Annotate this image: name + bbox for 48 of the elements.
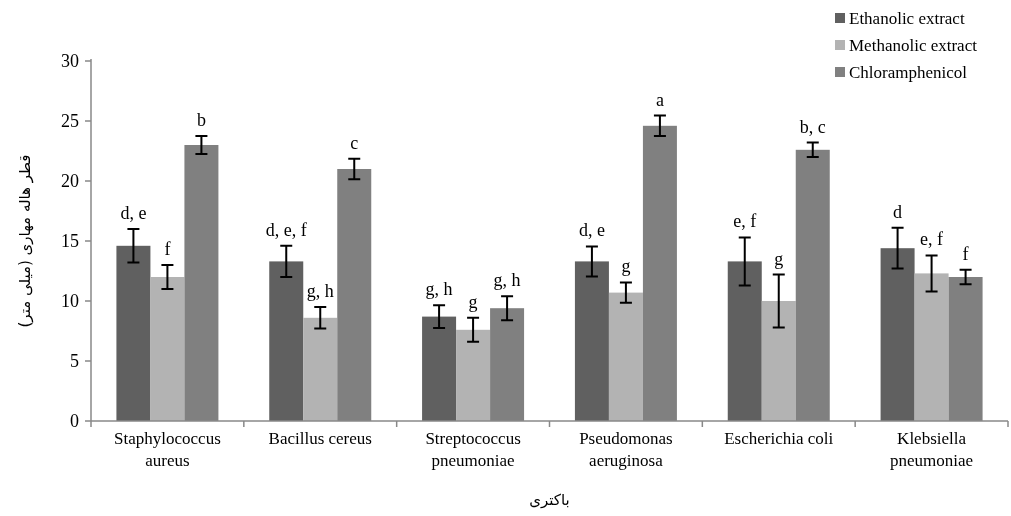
data-label: d, e, f bbox=[265, 219, 307, 240]
bar bbox=[150, 277, 185, 421]
data-label: b, c bbox=[799, 116, 826, 137]
legend-label: Chloramphenicol bbox=[849, 63, 968, 82]
bar bbox=[269, 261, 304, 421]
data-label: b bbox=[196, 110, 206, 130]
bar bbox=[880, 248, 915, 421]
data-label: d, e bbox=[578, 220, 605, 241]
y-tick-label: 30 bbox=[61, 51, 79, 71]
data-label: g, h bbox=[425, 279, 453, 300]
y-tick-label: 5 bbox=[70, 351, 79, 371]
x-axis-title: باکتری bbox=[529, 491, 570, 509]
data-label: e, f bbox=[920, 229, 944, 250]
data-label: g bbox=[468, 291, 478, 312]
legend-label: Methanolic extract bbox=[849, 36, 978, 55]
y-tick-label: 15 bbox=[61, 231, 79, 251]
x-tick-label: Escherichia coli bbox=[724, 429, 834, 448]
x-tick-label: Klebsiella pneumoniae bbox=[890, 429, 974, 470]
data-label: g bbox=[774, 248, 784, 269]
x-tick-label: Streptococcus pneumoniae bbox=[425, 429, 521, 470]
bar bbox=[116, 245, 151, 421]
y-tick-label: 10 bbox=[61, 291, 79, 311]
data-label: d bbox=[893, 201, 903, 222]
y-axis-title: قطر هاله مهاری (میلی متر) bbox=[16, 154, 34, 328]
bar bbox=[761, 301, 796, 421]
data-label: g, h bbox=[493, 270, 521, 291]
x-tick-label: Staphylococcus aureus bbox=[114, 429, 221, 470]
bar bbox=[574, 261, 609, 421]
data-label: g bbox=[621, 256, 631, 277]
data-label: a bbox=[655, 89, 664, 110]
data-label: f bbox=[962, 243, 969, 264]
bar bbox=[422, 316, 457, 421]
x-tick-label: Bacillus cereus bbox=[268, 429, 372, 448]
data-label: d, e bbox=[120, 203, 147, 223]
y-tick-label: 20 bbox=[61, 171, 79, 191]
bar bbox=[727, 261, 762, 421]
data-label: g, h bbox=[306, 281, 334, 301]
data-label: e, f bbox=[733, 211, 757, 232]
data-label: c bbox=[350, 132, 359, 153]
bar bbox=[914, 273, 949, 421]
y-tick-label: 25 bbox=[61, 111, 79, 131]
data-label: f bbox=[164, 239, 171, 259]
bar bbox=[303, 317, 338, 421]
bar bbox=[456, 329, 491, 421]
bar bbox=[608, 292, 643, 421]
x-tick-label: Pseudomonas aeruginosa bbox=[579, 429, 673, 470]
legend-label: Ethanolic extract bbox=[849, 9, 965, 28]
y-tick-label: 0 bbox=[70, 411, 79, 431]
